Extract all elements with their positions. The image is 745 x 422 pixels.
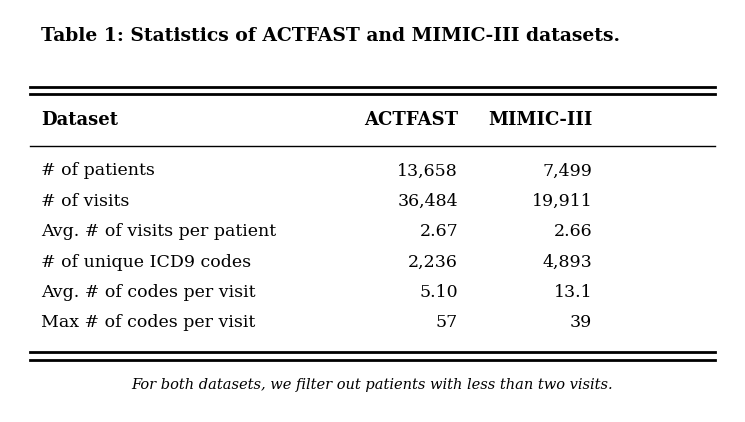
Text: Avg. # of codes per visit: Avg. # of codes per visit — [41, 284, 256, 301]
Text: Dataset: Dataset — [41, 111, 118, 129]
Text: 39: 39 — [570, 314, 592, 331]
Text: MIMIC-III: MIMIC-III — [488, 111, 592, 129]
Text: Max # of codes per visit: Max # of codes per visit — [41, 314, 256, 331]
Text: 36,484: 36,484 — [398, 193, 458, 210]
Text: # of visits: # of visits — [41, 193, 130, 210]
Text: 57: 57 — [436, 314, 458, 331]
Text: 13,658: 13,658 — [397, 162, 458, 179]
Text: 13.1: 13.1 — [554, 284, 592, 301]
Text: Avg. # of visits per patient: Avg. # of visits per patient — [41, 223, 276, 240]
Text: 4,893: 4,893 — [542, 254, 592, 271]
Text: 2.66: 2.66 — [554, 223, 592, 240]
Text: For both datasets, we filter out patients with less than two visits.: For both datasets, we filter out patient… — [132, 378, 613, 392]
Text: 2.67: 2.67 — [419, 223, 458, 240]
Text: 19,911: 19,911 — [531, 193, 592, 210]
Text: 2,236: 2,236 — [408, 254, 458, 271]
Text: ACTFAST: ACTFAST — [364, 111, 458, 129]
Text: Table 1: Statistics of ACTFAST and MIMIC-III datasets.: Table 1: Statistics of ACTFAST and MIMIC… — [41, 27, 620, 46]
Text: 5.10: 5.10 — [419, 284, 458, 301]
Text: # of unique ICD9 codes: # of unique ICD9 codes — [41, 254, 251, 271]
Text: 7,499: 7,499 — [542, 162, 592, 179]
Text: # of patients: # of patients — [41, 162, 155, 179]
